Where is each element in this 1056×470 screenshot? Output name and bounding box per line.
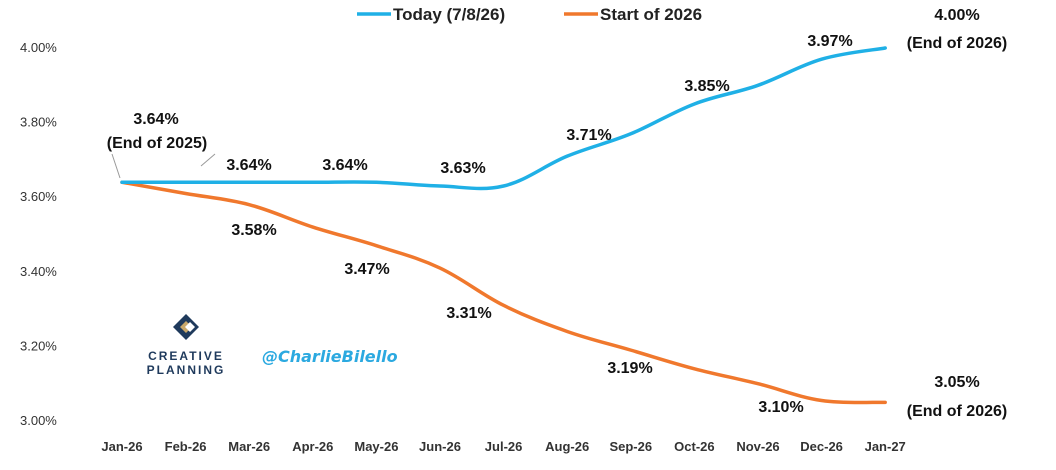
- leader-line: [111, 153, 121, 179]
- data-label: 3.64%: [322, 157, 367, 174]
- legend: Today (7/8/26) Start of 2026: [357, 5, 702, 24]
- x-tick-label: May-26: [354, 439, 398, 454]
- x-tick-label: Aug-26: [545, 439, 589, 454]
- data-label: (End of 2026): [907, 403, 1007, 420]
- data-label: 3.71%: [566, 127, 611, 144]
- x-tick-label: Jan-27: [865, 439, 906, 454]
- data-label: 3.19%: [607, 360, 652, 377]
- data-label: 3.58%: [231, 222, 276, 239]
- data-label: (End of 2026): [907, 35, 1007, 52]
- y-tick-label: 3.60%: [20, 189, 57, 204]
- author-handle: @CharlieBilello: [262, 347, 398, 366]
- data-label: 3.85%: [684, 78, 729, 95]
- logo-mark-icon: [173, 314, 199, 340]
- y-axis: 3.00% 3.20% 3.40% 3.60% 3.80% 4.00%: [20, 40, 57, 428]
- series-line-start-of-2026: [120, 180, 887, 405]
- x-tick-label: Jul-26: [485, 439, 523, 454]
- x-tick-label: Sep-26: [609, 439, 652, 454]
- x-tick-label: Feb-26: [165, 439, 207, 454]
- data-label: 3.63%: [440, 160, 485, 177]
- y-tick-label: 3.80%: [20, 115, 57, 130]
- series-lines: [120, 46, 887, 405]
- legend-label: Today (7/8/26): [393, 5, 505, 24]
- logo-text-line2: PLANNING: [147, 363, 226, 377]
- y-tick-label: 3.40%: [20, 264, 57, 279]
- data-label: 3.10%: [758, 399, 803, 416]
- data-label: 3.64%: [133, 111, 178, 128]
- x-tick-label: Nov-26: [736, 439, 779, 454]
- data-label: 3.31%: [446, 305, 491, 322]
- data-labels: 3.64% (End of 2025) 3.64% 3.64% 3.63% 3.71% 3.…: [107, 7, 1007, 420]
- leader-line: [200, 153, 216, 167]
- series-line-today: [120, 46, 887, 191]
- x-tick-label: Oct-26: [674, 439, 714, 454]
- data-label: 3.05%: [934, 374, 979, 391]
- y-tick-label: 4.00%: [20, 40, 57, 55]
- data-label: 3.47%: [344, 261, 389, 278]
- x-tick-label: Jan-26: [101, 439, 142, 454]
- legend-label: Start of 2026: [600, 5, 702, 24]
- logo-text-line1: CREATIVE: [148, 349, 224, 363]
- y-tick-label: 3.00%: [20, 413, 57, 428]
- x-tick-label: Mar-26: [228, 439, 270, 454]
- creative-planning-logo: CREATIVE PLANNING: [147, 314, 226, 377]
- x-tick-label: Jun-26: [419, 439, 461, 454]
- x-tick-label: Dec-26: [800, 439, 843, 454]
- data-label: 3.64%: [226, 157, 271, 174]
- x-tick-label: Apr-26: [292, 439, 333, 454]
- data-label: 3.97%: [807, 33, 852, 50]
- x-axis: Jan-26 Feb-26 Mar-26 Apr-26 May-26 Jun-26 Jul-…: [101, 439, 905, 454]
- data-label: 4.00%: [934, 7, 979, 24]
- y-tick-label: 3.20%: [20, 338, 57, 353]
- data-label: (End of 2025): [107, 135, 207, 152]
